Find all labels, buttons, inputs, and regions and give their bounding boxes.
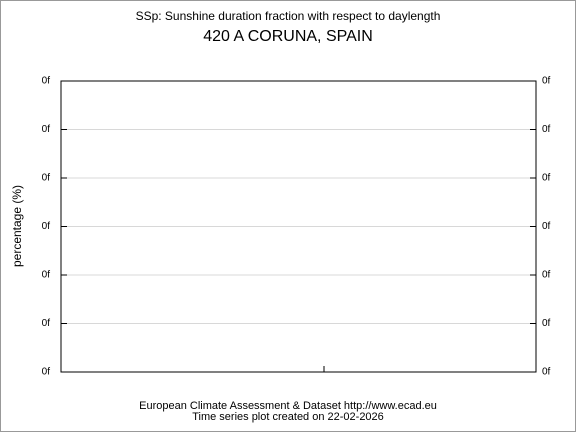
chart-subtitle: 420 A CORUNA, SPAIN [203,28,373,45]
y-tick-label: 0f [42,367,51,378]
y-tick-label: 0f [42,318,51,329]
y2-tick-label: 0f [542,76,551,87]
y-tick-label: 0f [42,76,51,87]
y-tick-label: 0f [42,173,51,184]
y2-tick-label: 0f [542,221,551,232]
y-tick-label: 0f [42,221,51,232]
y2-tick-label: 0f [542,124,551,135]
y2-tick-label: 0f [542,173,551,184]
footer-line: Time series plot created on 22-02-2026 [192,411,384,423]
chart-title: SSp: Sunshine duration fraction with res… [136,9,441,23]
y2-tick-label: 0f [542,367,551,378]
y-tick-label: 0f [42,270,51,281]
y-axis-label: percentage (%) [10,185,24,267]
footer-line: European Climate Assessment & Dataset ht… [139,400,437,412]
plot-area [60,80,537,373]
y2-tick-label: 0f [542,318,551,329]
y-tick-label: 0f [42,124,51,135]
y2-tick-label: 0f [542,270,551,281]
